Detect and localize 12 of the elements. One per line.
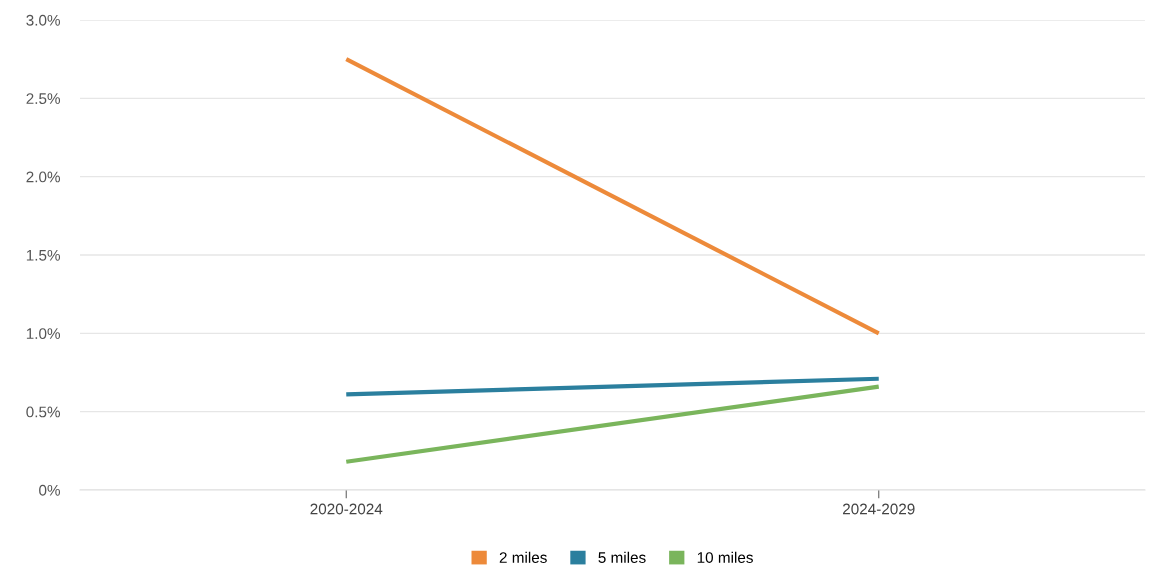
x-tick-label: 2020-2024: [310, 503, 383, 515]
y-tick-label: 1.5%: [26, 249, 61, 261]
y-tick-label: 0.5%: [26, 406, 61, 418]
y-tick-label: 2.5%: [26, 93, 61, 105]
x-tick-label: 2024-2029: [842, 503, 915, 515]
legend-label: 5 miles: [598, 551, 646, 563]
legend-label: 10 miles: [697, 551, 753, 563]
y-tick-label: 0%: [39, 484, 61, 496]
y-tick-label: 1.0%: [26, 328, 61, 340]
y-tick-label: 2.0%: [26, 171, 61, 183]
y-tick-label: 3.0%: [26, 14, 61, 26]
legend-label: 2 miles: [499, 551, 547, 563]
